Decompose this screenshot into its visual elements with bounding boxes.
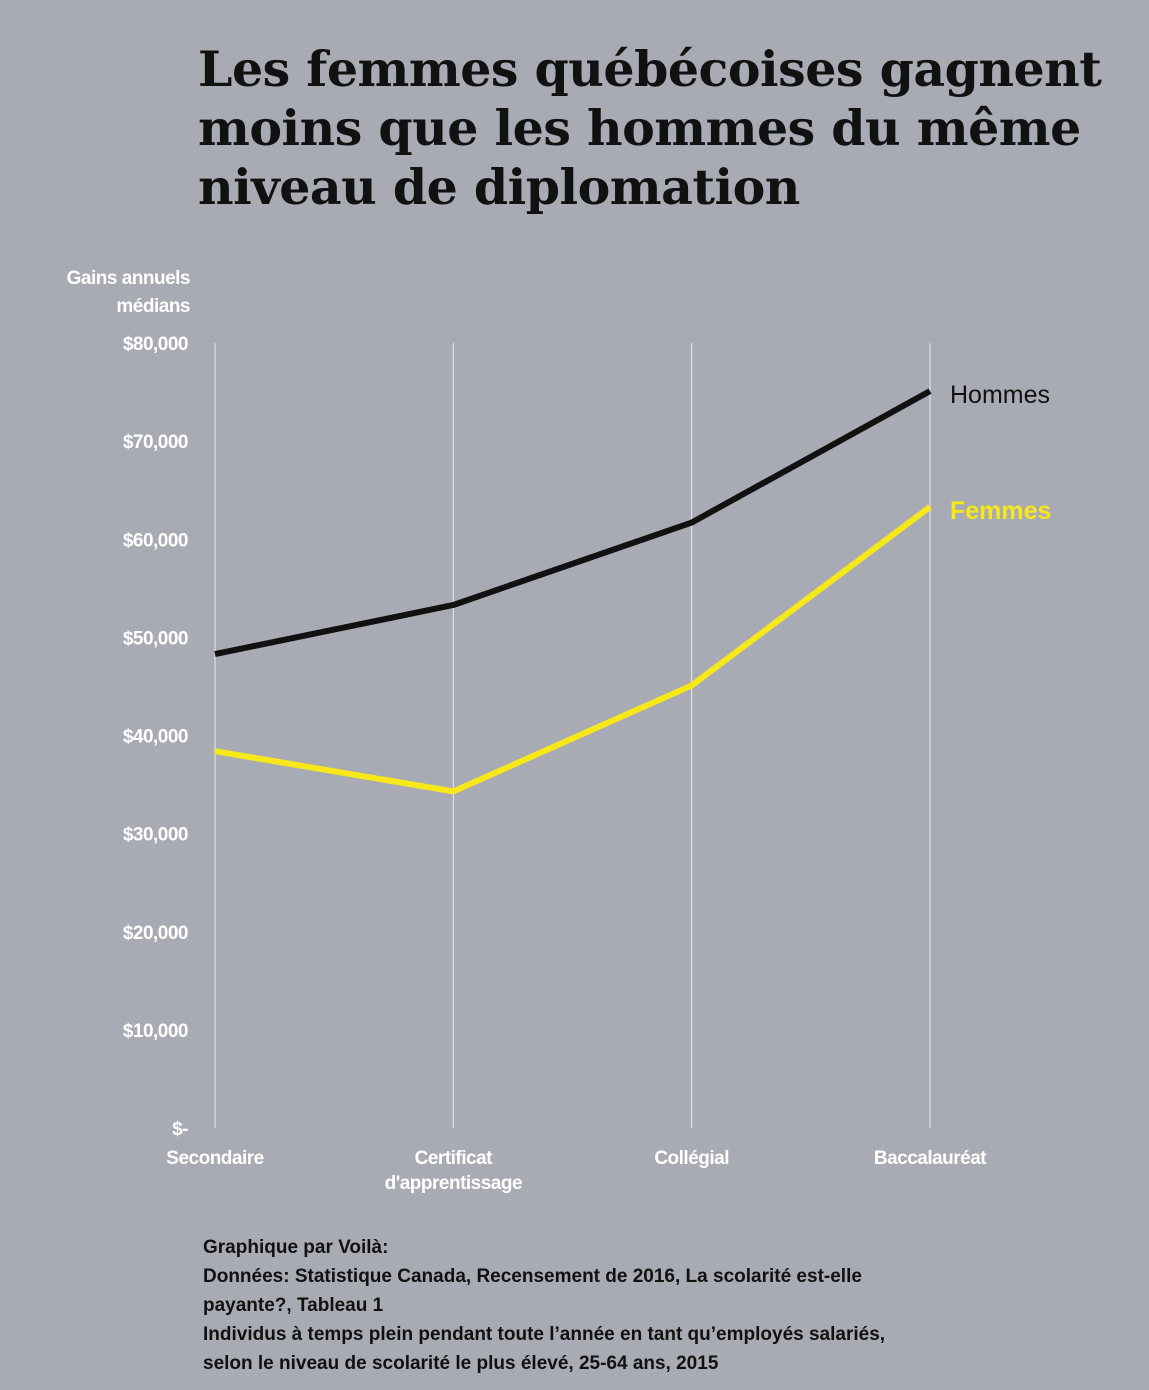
source-note-line: Individus à temps plein pendant toute l’…: [203, 1324, 886, 1345]
source-note-line: Graphique par Voilà:: [203, 1237, 389, 1258]
source-note-line: selon le niveau de scolarité le plus éle…: [203, 1353, 719, 1374]
y-tick-label: $-: [172, 1119, 188, 1140]
y-axis-label-line: Gains annuels: [67, 268, 190, 289]
x-tick-label: Secondaire: [166, 1148, 263, 1169]
source-note-line: payante?, Tableau 1: [203, 1295, 384, 1316]
chart-title-line: niveau de diplomation: [198, 158, 800, 216]
x-tick-label: Baccalauréat: [874, 1148, 987, 1169]
x-tick-label: d'apprentissage: [385, 1173, 522, 1194]
y-tick-label: $20,000: [123, 923, 188, 944]
x-tick-label: Certificat: [415, 1148, 494, 1169]
y-axis-ticks: $80,000 $70,000 $60,000 $50,000 $40,000 $30,0…: [123, 334, 189, 1140]
source-note-line: Données: Statistique Canada, Recensement…: [203, 1266, 862, 1287]
series-label-femmes: Femmes: [950, 497, 1051, 525]
line-chart: Gains annuels médians $80,000 $70,000 $60,…: [67, 268, 1052, 1194]
y-tick-label: $80,000: [123, 334, 188, 355]
series-label-hommes: Hommes: [950, 381, 1050, 409]
y-axis-label-line: médians: [116, 296, 190, 317]
x-axis-ticks: Secondaire Certificat d'apprentissage Collé…: [166, 1148, 988, 1194]
y-tick-label: $10,000: [123, 1021, 188, 1042]
y-tick-label: $50,000: [123, 628, 188, 649]
chart-title: Les femmes québécoises gagnent moins que…: [198, 40, 1102, 217]
y-tick-label: $70,000: [123, 432, 188, 453]
source-note: Graphique par Voilà: Données: Statistiqu…: [203, 1233, 1103, 1378]
chart-title-line: Les femmes québécoises gagnent: [198, 40, 1102, 98]
y-tick-label: $60,000: [123, 530, 188, 551]
series-end-labels: Hommes Femmes: [950, 381, 1051, 525]
series-lines: [214, 388, 932, 795]
grid-lines: [214, 343, 931, 1128]
series-line-femmes: [214, 504, 932, 795]
x-tick-label: Collégial: [654, 1148, 729, 1169]
series-line-hommes: [214, 388, 932, 657]
y-tick-label: $40,000: [123, 727, 188, 748]
y-tick-label: $30,000: [123, 825, 188, 846]
chart-title-line: moins que les hommes du même: [198, 99, 1081, 157]
